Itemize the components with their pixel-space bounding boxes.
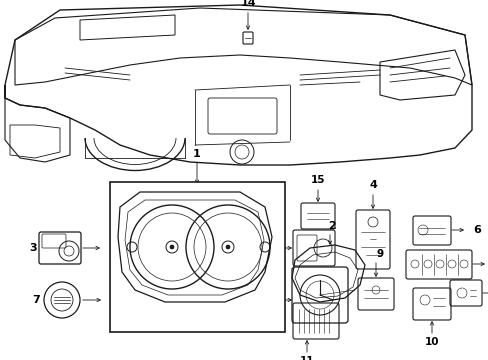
Text: 2: 2	[327, 221, 335, 231]
Text: 13: 13	[252, 243, 266, 253]
Text: 15: 15	[310, 175, 325, 185]
Text: 6: 6	[472, 225, 480, 235]
Text: 7: 7	[32, 295, 40, 305]
Text: 10: 10	[424, 337, 438, 347]
Text: 1: 1	[193, 149, 201, 159]
Bar	[110, 182, 285, 332]
Text: 14: 14	[240, 0, 255, 8]
Text: 4: 4	[368, 180, 376, 190]
Text: 3: 3	[29, 243, 37, 253]
Circle shape	[225, 245, 229, 249]
Circle shape	[170, 245, 174, 249]
Text: 11: 11	[299, 356, 314, 360]
Text: 12: 12	[255, 295, 269, 305]
Text: 9: 9	[376, 249, 383, 259]
